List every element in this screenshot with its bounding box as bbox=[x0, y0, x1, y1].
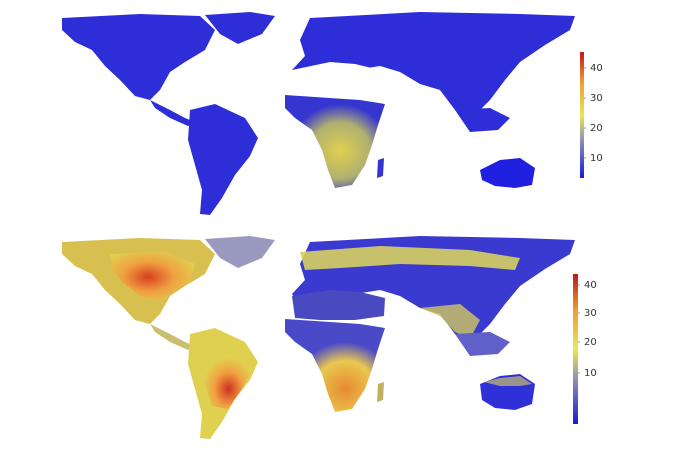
map-panel-bottom: 10 20 30 40 bbox=[0, 224, 675, 449]
sahara-nodata bbox=[292, 62, 385, 102]
colorbar-bottom bbox=[573, 274, 578, 424]
eurasia-landmass bbox=[292, 12, 575, 120]
colorbar-tick-label: 20 bbox=[584, 337, 597, 348]
greenland-landmass bbox=[205, 12, 275, 44]
madagascar-landmass bbox=[377, 382, 384, 402]
southeast-asia-islands bbox=[455, 108, 510, 132]
colorbar-tick-label: 20 bbox=[590, 123, 603, 134]
colorbar-tick-label: 10 bbox=[584, 368, 597, 379]
world-map-bottom: 10 20 30 40 bbox=[62, 236, 597, 439]
colorbar-ticks-top: 10 20 30 40 bbox=[584, 63, 603, 164]
australia-rim bbox=[484, 376, 532, 386]
southeast-asia-islands bbox=[455, 332, 510, 356]
map-panel-top: 10 20 30 40 bbox=[0, 0, 675, 224]
colorbar-tick-label: 30 bbox=[590, 93, 603, 104]
africa-landmass bbox=[285, 95, 385, 188]
colorbar-tick-label: 40 bbox=[590, 63, 603, 74]
north-america-hotspot bbox=[110, 252, 195, 302]
colorbar-ticks-bottom: 10 20 30 40 bbox=[578, 280, 597, 379]
south-asia-band bbox=[420, 304, 480, 339]
greenland-landmass bbox=[205, 236, 275, 268]
eurasia-yellow-band bbox=[300, 246, 520, 270]
central-america-landmass bbox=[150, 324, 195, 350]
australia-landmass bbox=[480, 158, 535, 188]
colorbar-tick-label: 10 bbox=[590, 153, 603, 164]
central-america-landmass bbox=[150, 100, 195, 126]
colorbar-top bbox=[580, 52, 584, 178]
sahara-lowband bbox=[292, 290, 385, 320]
colorbar-tick-label: 30 bbox=[584, 308, 597, 319]
madagascar-landmass bbox=[377, 158, 384, 178]
colorbar-tick-label: 40 bbox=[584, 280, 597, 291]
south-america-landmass bbox=[188, 104, 258, 215]
world-map-top: 10 20 30 40 bbox=[62, 12, 603, 215]
north-america-landmass bbox=[62, 14, 215, 100]
africa-landmass bbox=[285, 319, 385, 412]
south-america-hotspot bbox=[205, 352, 252, 409]
